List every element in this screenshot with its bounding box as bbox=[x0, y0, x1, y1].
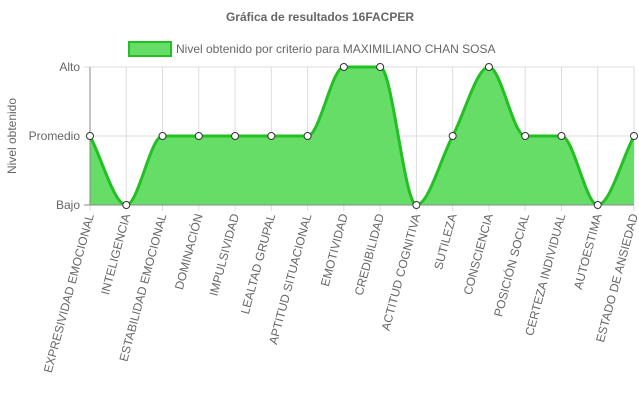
x-tick-label: POSICIÓN SOCIAL bbox=[490, 212, 532, 319]
x-tick-label: IMPULSIVIDAD bbox=[207, 212, 243, 298]
x-tick-label: EXPRESIVIDAD EMOCIONAL bbox=[41, 212, 97, 374]
data-point[interactable] bbox=[231, 132, 240, 140]
y-tick-label: Bajo bbox=[56, 198, 80, 212]
x-tick-label: INTELIGENCIA bbox=[98, 212, 133, 296]
x-tick-label: DOMINACIÓN bbox=[171, 212, 206, 291]
series-fill bbox=[90, 67, 634, 205]
y-tick-labels: Bajo Promedio Alto bbox=[29, 60, 81, 212]
data-point[interactable] bbox=[630, 132, 638, 140]
data-point[interactable] bbox=[593, 201, 602, 209]
x-tick-label: CERTEZA INDIVIDUAL bbox=[522, 212, 568, 337]
x-tick-label: CONSCIENCIA bbox=[461, 212, 496, 296]
data-point[interactable] bbox=[303, 132, 312, 140]
data-point[interactable] bbox=[412, 201, 421, 209]
data-point[interactable] bbox=[267, 132, 276, 140]
data-point[interactable] bbox=[376, 63, 385, 71]
data-point[interactable] bbox=[122, 201, 131, 209]
data-point[interactable] bbox=[339, 63, 348, 71]
data-point[interactable] bbox=[158, 132, 167, 140]
x-tick-label: LEALTAD GRUPAL bbox=[238, 212, 278, 316]
x-tick-label: SUTILEZA bbox=[431, 212, 459, 271]
data-point[interactable] bbox=[448, 132, 457, 140]
data-point[interactable] bbox=[557, 132, 566, 140]
data-point[interactable] bbox=[194, 132, 203, 140]
x-tick-label: EMOTIVIDAD bbox=[318, 212, 351, 288]
legend[interactable]: Nivel obtenido por criterio para MAXIMIL… bbox=[128, 41, 495, 57]
legend-swatch[interactable] bbox=[128, 41, 172, 57]
y-tick-label: Alto bbox=[59, 60, 80, 74]
y-tick-label: Promedio bbox=[29, 129, 81, 143]
data-point[interactable] bbox=[86, 132, 94, 140]
data-point[interactable] bbox=[484, 63, 493, 71]
series-area bbox=[88, 65, 636, 207]
x-tick-labels: EXPRESIVIDAD EMOCIONAL INTELIGENCIAESTABI… bbox=[41, 212, 639, 375]
legend-label[interactable]: Nivel obtenido por criterio para MAXIMIL… bbox=[176, 42, 495, 56]
chart-title: Gráfica de resultados 16FACPER bbox=[226, 10, 414, 24]
data-point[interactable] bbox=[521, 132, 530, 140]
x-tick-label: CREDIBILIDAD bbox=[352, 212, 387, 297]
data-points[interactable] bbox=[86, 63, 638, 209]
x-tick-label: ACTITUD COGNITIVA bbox=[379, 212, 424, 332]
x-tick-label: AUTOESTIMA bbox=[571, 212, 605, 291]
y-axis-title: Nivel obtenido bbox=[5, 98, 19, 174]
